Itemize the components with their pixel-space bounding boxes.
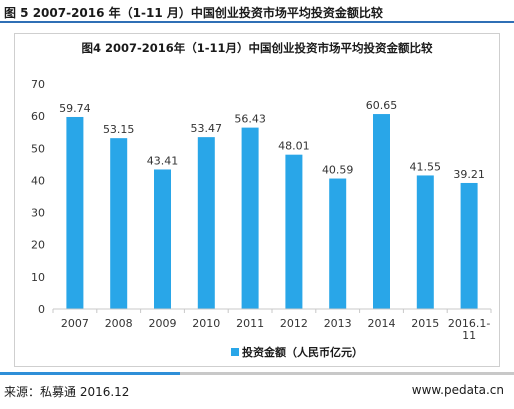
x-tick-label: 2012 [280,317,308,330]
y-tick-label: 20 [31,239,45,252]
x-tick-label: 2007 [61,317,89,330]
footer-divider-accent [0,372,180,375]
bar [373,114,390,309]
bar [416,175,434,309]
data-label: 40.59 [322,164,354,177]
bar [329,178,347,309]
y-axis-ticks: 0 10 20 30 40 50 60 70 [31,78,45,316]
source-note: 来源：私募通 2016.12 [4,385,130,399]
data-label: 48.01 [278,140,310,153]
data-label: 53.15 [103,123,135,136]
x-tick-label: 2011 [236,317,264,330]
legend-label: 投资金额（人民币亿元） [242,345,363,359]
data-labels: 59.74 53.15 43.41 53.47 56.43 48.01 40.59 60.65… [59,99,485,181]
x-tick-label: 2016.1-11 [448,317,490,342]
legend-swatch [231,348,239,356]
bar [110,138,128,309]
figure-title: 图 5 2007-2016 年（1-11 月）中国创业投资市场平均投资金额比较 [4,6,383,20]
data-label: 53.47 [191,122,223,135]
x-tick-label: 2010 [192,317,220,330]
x-tick-label: 2008 [105,317,133,330]
footer-divider [0,372,514,375]
chart-frame: 图4 2007-2016年（1-11月）中国创业投资市场平均投资金额比较 0 10… [14,33,500,367]
data-label: 60.65 [366,99,398,112]
y-tick-label: 60 [31,110,45,123]
y-tick-label: 30 [31,207,45,220]
data-label: 41.55 [410,160,442,173]
x-tick-label: 2015 [411,317,439,330]
data-label: 59.74 [59,102,91,115]
bar [197,137,215,309]
site-url: www.pedata.cn [411,383,504,397]
data-label: 56.43 [234,113,266,126]
y-tick-label: 70 [31,78,45,91]
x-axis: 2007 2008 2009 2010 2011 2012 2013 2014 2015 2016… [52,308,492,342]
legend: 投资金额（人民币亿元） [231,345,363,359]
bar [154,169,171,309]
bar [285,154,303,309]
y-tick-label: 50 [31,142,45,155]
bar-chart: 图4 2007-2016年（1-11月）中国创业投资市场平均投资金额比较 0 10… [31,41,492,359]
bar [460,182,478,309]
y-tick-label: 10 [31,271,45,284]
x-tick-label: 2009 [149,317,177,330]
bar [66,116,84,309]
bar [241,127,259,309]
title-divider [0,21,514,23]
bars [66,114,478,309]
y-tick-label: 40 [31,174,45,187]
chart-title: 图4 2007-2016年（1-11月）中国创业投资市场平均投资金额比较 [81,41,433,55]
x-tick-label: 2013 [324,317,352,330]
data-label: 43.41 [147,154,179,167]
y-tick-label: 0 [38,303,45,316]
data-label: 39.21 [453,168,485,181]
x-tick-label: 2014 [368,317,396,330]
